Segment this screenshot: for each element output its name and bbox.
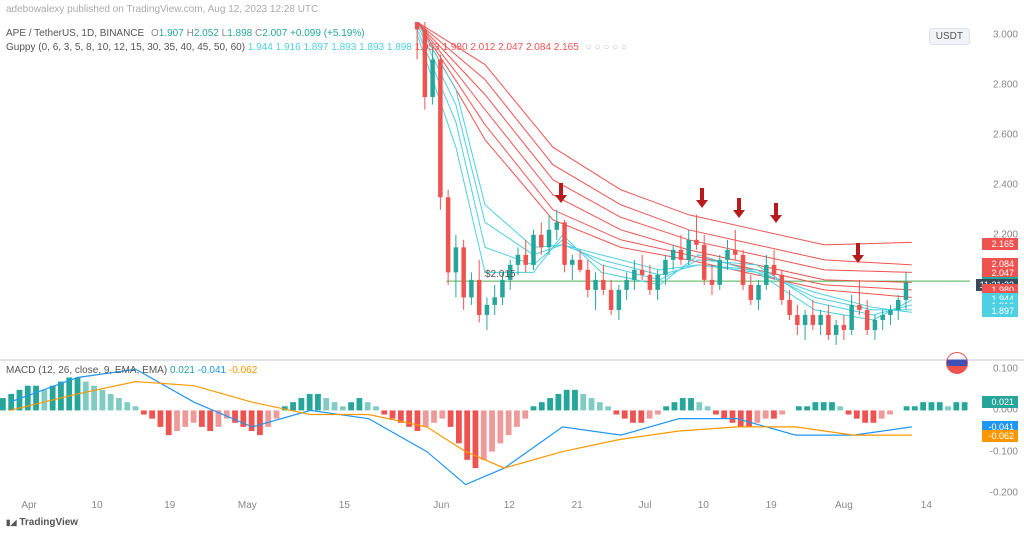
sell-arrow-icon bbox=[698, 188, 706, 208]
x-axis: Apr1019May15Jun1221Jul1019Aug14 bbox=[0, 500, 970, 520]
macd-chart-svg bbox=[0, 361, 970, 501]
macd-panel[interactable]: MACD (12, 26, close, 9, EMA, EMA) 0.021 … bbox=[0, 360, 1024, 500]
sell-arrow-icon bbox=[557, 183, 565, 203]
tradingview-logo: ▮◢ TradingView bbox=[6, 517, 78, 528]
sell-arrow-icon bbox=[772, 203, 780, 223]
sell-arrow-icon bbox=[854, 243, 862, 263]
main-chart[interactable]: APE / TetherUS, 1D, BINANCE O1.907 H2.05… bbox=[0, 22, 1024, 360]
ohlc-legend: APE / TetherUS, 1D, BINANCE O1.907 H2.05… bbox=[6, 28, 365, 39]
support-label: $2.015 bbox=[485, 269, 516, 280]
price-chart-svg bbox=[0, 22, 970, 360]
sell-arrow-icon bbox=[735, 198, 743, 218]
pair-label: APE / TetherUS, 1D, BINANCE bbox=[6, 28, 144, 39]
quote-badge[interactable]: USDT bbox=[929, 28, 970, 45]
publish-header: adebowalexy published on TradingView.com… bbox=[6, 4, 318, 15]
flag-icon bbox=[946, 352, 968, 374]
guppy-legend: Guppy (0, 6, 3, 5, 8, 10, 12, 15, 30, 35… bbox=[6, 42, 627, 53]
macd-legend: MACD (12, 26, close, 9, EMA, EMA) 0.021 … bbox=[6, 365, 257, 376]
